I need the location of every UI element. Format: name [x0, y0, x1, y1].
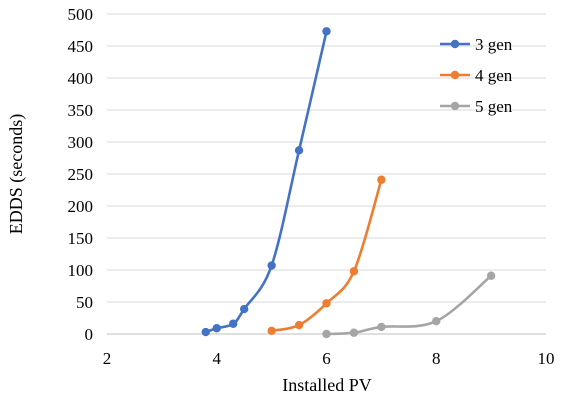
data-point-5-gen — [322, 330, 330, 338]
legend-item-5-gen: 5 gen — [440, 97, 513, 116]
data-point-3-gen — [295, 146, 303, 154]
y-tick-label: 0 — [85, 325, 94, 344]
x-tick-label: 4 — [213, 349, 222, 368]
y-tick-label: 450 — [68, 37, 94, 56]
data-point-4-gen — [295, 321, 303, 329]
legend-item-4-gen: 4 gen — [440, 66, 513, 85]
x-tick-label: 8 — [432, 349, 441, 368]
data-point-3-gen — [213, 324, 221, 332]
legend-label: 5 gen — [475, 97, 513, 116]
y-tick-label: 350 — [68, 101, 94, 120]
series-line-5-gen — [327, 276, 492, 334]
x-tick-label: 10 — [538, 349, 555, 368]
legend-swatch-marker — [451, 71, 459, 79]
legend: 3 gen 4 gen 5 gen — [440, 35, 513, 116]
series-4-gen — [267, 176, 385, 335]
data-point-3-gen — [229, 320, 237, 328]
data-point-4-gen — [322, 299, 330, 307]
data-point-3-gen — [240, 305, 248, 313]
legend-label: 3 gen — [475, 35, 513, 54]
y-tick-label: 250 — [68, 165, 94, 184]
legend-swatch-marker — [451, 102, 459, 110]
gridlines — [107, 14, 546, 302]
data-point-4-gen — [350, 267, 358, 275]
data-point-5-gen — [377, 323, 385, 331]
data-point-3-gen — [322, 27, 330, 35]
data-point-3-gen — [267, 261, 275, 269]
y-tick-label: 150 — [68, 229, 94, 248]
legend-label: 4 gen — [475, 66, 513, 85]
y-tick-label: 300 — [68, 133, 94, 152]
y-tick-labels: 0 50 100 150 200 250 300 350 400 450 500 — [68, 5, 94, 344]
y-tick-label: 200 — [68, 197, 94, 216]
y-axis-label: EDDS (seconds) — [6, 114, 27, 234]
data-point-5-gen — [432, 317, 440, 325]
y-tick-label: 50 — [76, 293, 93, 312]
data-point-5-gen — [350, 329, 358, 337]
series-line-3-gen — [206, 31, 327, 332]
y-tick-label: 500 — [68, 5, 94, 24]
y-tick-label: 400 — [68, 69, 94, 88]
x-tick-labels: 2 4 6 8 10 — [103, 349, 555, 368]
data-point-3-gen — [202, 328, 210, 336]
data-point-4-gen — [267, 327, 275, 335]
x-axis-label: Installed PV — [282, 375, 372, 395]
y-tick-label: 100 — [68, 261, 94, 280]
data-point-4-gen — [377, 176, 385, 184]
x-tick-label: 2 — [103, 349, 112, 368]
data-point-5-gen — [487, 272, 495, 280]
series-3-gen — [202, 27, 331, 336]
x-tick-label: 6 — [322, 349, 331, 368]
legend-swatch-marker — [451, 40, 459, 48]
legend-item-3-gen: 3 gen — [440, 35, 513, 54]
